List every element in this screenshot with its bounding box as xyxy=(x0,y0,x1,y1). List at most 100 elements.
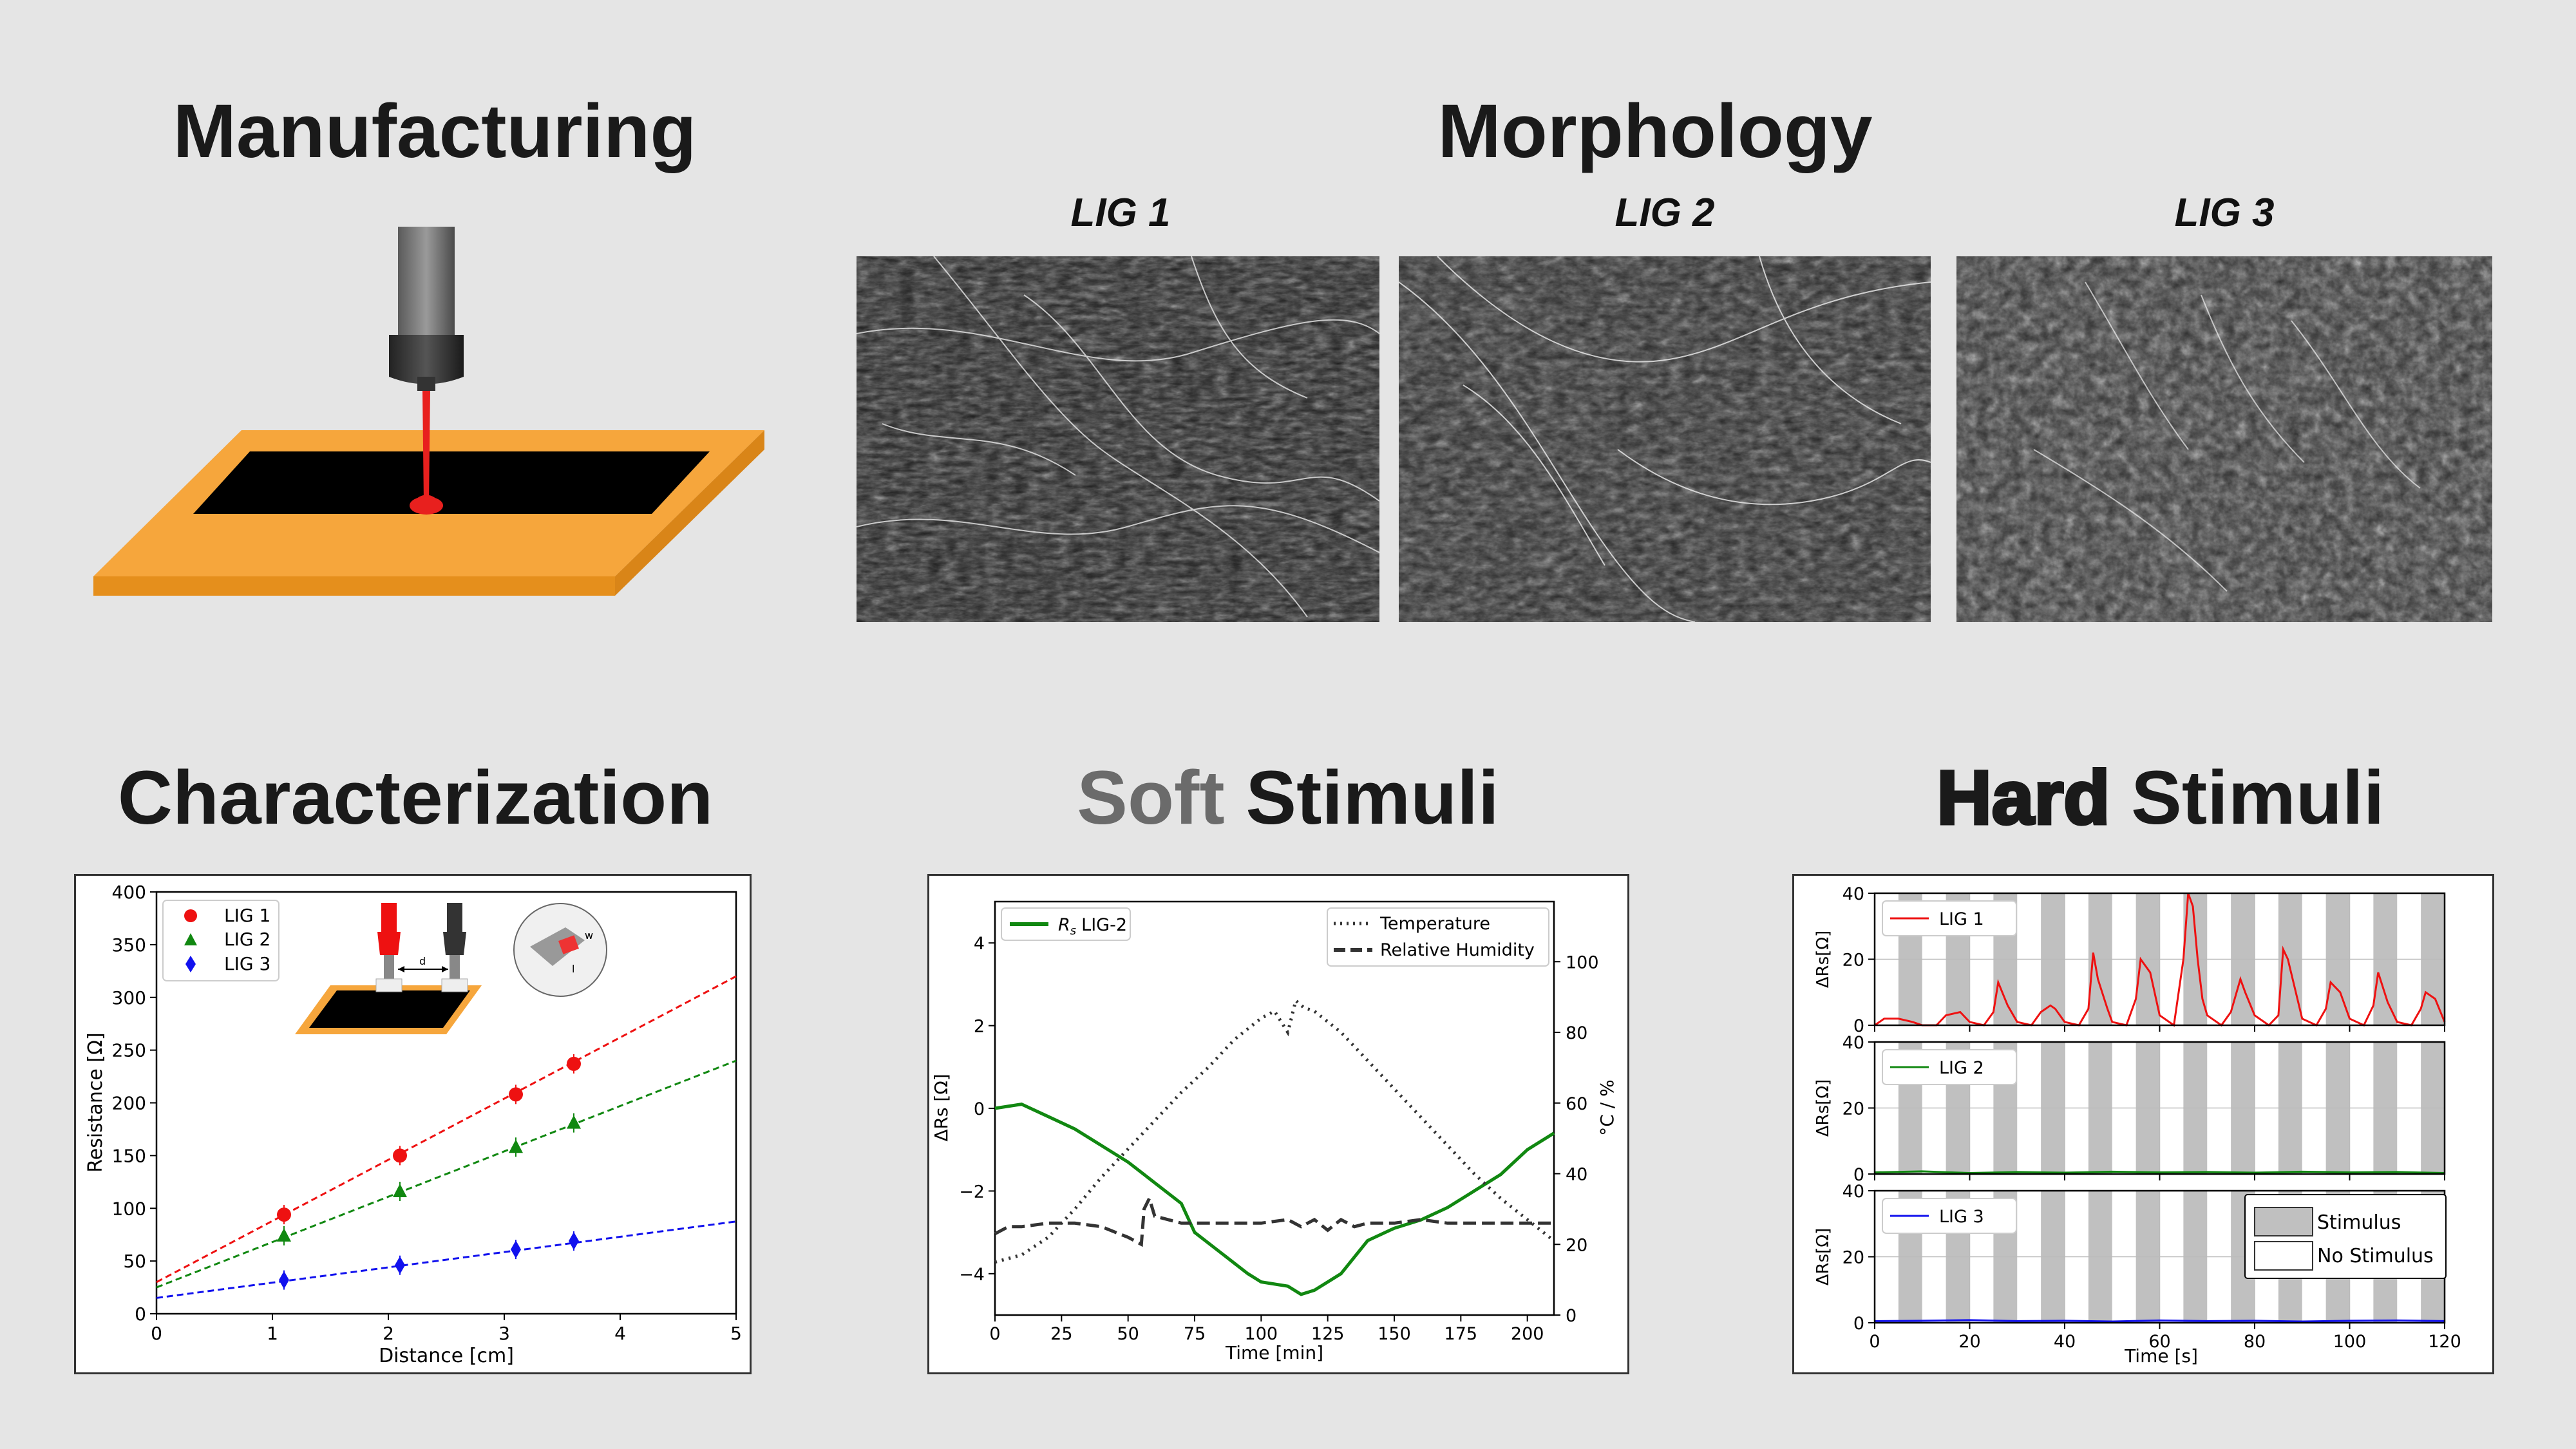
lig-pattern xyxy=(193,451,710,514)
hard-stimuli-title: Hard Stimuli xyxy=(1797,759,2524,838)
left-y-tick-label: 2 xyxy=(974,1017,985,1037)
sem-label-lig2: LIG 2 xyxy=(1615,191,1715,235)
x-tick-label: 125 xyxy=(1311,1324,1345,1344)
soft-stimuli-panel: 0 25 50 75 100 125 150 175 200 −4 −2 0 2 4 0 20 40 60 80 10… xyxy=(927,874,1629,1374)
x-tick-label: 25 xyxy=(1050,1324,1072,1344)
morphology-title: Morphology xyxy=(1437,89,1873,174)
legend-marker-lig1 xyxy=(184,909,197,922)
x-tick-label: 20 xyxy=(1958,1332,1980,1352)
sem-image-lig2 xyxy=(1399,256,1931,622)
x-tick-label: 3 xyxy=(498,1323,510,1344)
y-axis-label: ΔRs[Ω] xyxy=(1814,931,1833,989)
x-tick-label: 150 xyxy=(1378,1324,1411,1344)
left-legend: Rs LIG-2 xyxy=(1001,907,1131,941)
x-tick-label: 2 xyxy=(383,1323,394,1344)
y-tick-label: 0 xyxy=(1853,1016,1864,1036)
y-axis-label: ΔRs[Ω] xyxy=(1814,1079,1833,1137)
y-tick-label: 250 xyxy=(112,1040,146,1061)
right-legend: Temperature Relative Humidity xyxy=(1327,907,1549,967)
hard-stimuli-panel: 0 20 40 LIG 1 ΔRs[Ω] 0 20 40 LIG 2 ΔRs[Ω] 0 20 40 LIG… xyxy=(1792,874,2494,1374)
x-axis-label: Time [s] xyxy=(2124,1345,2198,1367)
y-axis-label: ΔRs[Ω] xyxy=(1814,1228,1833,1286)
x-tick-label: 1 xyxy=(267,1323,278,1344)
right-y-tick-label: 20 xyxy=(1566,1235,1587,1255)
fit-line-lig3 xyxy=(156,1220,737,1299)
x-tick-label: 0 xyxy=(151,1323,162,1344)
y-tick-label: 300 xyxy=(112,987,146,1009)
y-tick-label: 0 xyxy=(1853,1165,1864,1185)
sem-image-lig1 xyxy=(857,256,1379,622)
fit-line-lig1 xyxy=(156,975,737,1283)
x-tick-label: 200 xyxy=(1511,1324,1544,1344)
plot-frame xyxy=(1873,892,2446,1027)
legend-label: LIG 3 xyxy=(1939,1207,1984,1227)
soft-stimuli-title: Soft Stimuli xyxy=(927,760,1649,836)
right-y-tick-label: 60 xyxy=(1566,1094,1587,1114)
laser-nozzle xyxy=(398,227,455,335)
soft-stimuli-chart: 0 25 50 75 100 125 150 175 200−4−202402040608010… xyxy=(931,900,1618,1363)
subplot-lig1: 0 20 40 LIG 1 ΔRs[Ω] xyxy=(1814,884,2446,1036)
y-tick-label: 40 xyxy=(1842,884,1864,904)
legend-label-lig3: LIG 3 xyxy=(224,953,270,974)
soft-stimuli-word: Stimuli xyxy=(1245,755,1499,840)
series-relative-humidity xyxy=(994,1194,1554,1247)
left-y-axis-label: ΔRs [Ω] xyxy=(931,1074,952,1141)
series-line xyxy=(1874,893,2446,1027)
chart-legend: LIG 1 LIG 2 LIG 3 xyxy=(162,900,279,981)
y-tick-label: 0 xyxy=(135,1303,146,1325)
x-tick-label: 120 xyxy=(2428,1332,2461,1352)
y-tick-label: 400 xyxy=(112,882,146,903)
series-temperature xyxy=(994,997,1555,1264)
stimulus-legend: Stimulus No Stimulus xyxy=(2244,1194,2447,1279)
x-tick-label: 75 xyxy=(1184,1324,1206,1344)
x-tick-label: 4 xyxy=(614,1323,626,1344)
legend-label-lig1: LIG 1 xyxy=(224,905,270,926)
y-tick-label: 350 xyxy=(112,934,146,956)
sem-label-lig3: LIG 3 xyxy=(2174,191,2275,235)
hard-stimuli-word: Stimuli xyxy=(2131,755,2385,840)
x-axis-label: Time [min] xyxy=(1225,1342,1323,1363)
right-y-tick-label: 80 xyxy=(1566,1023,1587,1043)
y-tick-label: 20 xyxy=(1842,951,1864,971)
x-tick-label: 100 xyxy=(2333,1332,2367,1352)
y-tick-label: 20 xyxy=(1842,1248,1864,1268)
x-tick-label: 60 xyxy=(2148,1332,2170,1352)
x-tick-label: 80 xyxy=(2244,1332,2266,1352)
manufacturing-title: Manufacturing xyxy=(173,89,697,174)
left-y-tick-label: 0 xyxy=(974,1099,985,1119)
x-tick-label: 0 xyxy=(1869,1332,1880,1352)
x-tick-label: 0 xyxy=(989,1324,1000,1344)
y-tick-label: 50 xyxy=(123,1251,146,1272)
right-y-tick-label: 100 xyxy=(1566,952,1599,972)
left-y-tick-label: −4 xyxy=(959,1265,985,1285)
characterization-title: Characterization xyxy=(117,755,714,840)
x-tick-label: 5 xyxy=(730,1323,742,1344)
plot-frame xyxy=(1873,1041,2446,1175)
hard-stimuli-chart: 0 20 40 LIG 1 ΔRs[Ω] 0 20 40 LIG 2 ΔRs[Ω] 0 20 40 LIG… xyxy=(1814,884,2461,1367)
x-tick-label: 175 xyxy=(1444,1324,1478,1344)
right-y-axis-label: °C / % xyxy=(1596,1079,1618,1135)
left-y-tick-label: −2 xyxy=(959,1182,985,1202)
legend-rs-symbol: R xyxy=(1058,915,1070,935)
y-tick-label: 0 xyxy=(1853,1314,1864,1334)
legend-marker-lig2 xyxy=(184,933,197,945)
x-tick-label: 100 xyxy=(1245,1324,1278,1344)
four-point-probe-inset: d w l xyxy=(295,903,607,1034)
legend-label: LIG 1 xyxy=(1939,909,1984,929)
fit-line-lig2 xyxy=(156,1059,737,1289)
legend-box xyxy=(1882,1049,2017,1085)
x-tick-label: 40 xyxy=(2054,1332,2076,1352)
y-tick-label: 150 xyxy=(112,1145,146,1166)
inset-length-label: l xyxy=(572,963,574,975)
y-axis-label: Resistance [Ω] xyxy=(84,1032,107,1173)
y-tick-label: 200 xyxy=(112,1093,146,1114)
soft-word: Soft xyxy=(1077,755,1225,840)
y-tick-label: 40 xyxy=(1842,1182,1864,1202)
laser-manufacturing-illustration xyxy=(93,227,764,596)
hard-word: Hard xyxy=(1935,755,2112,840)
legend-marker-lig3 xyxy=(185,956,196,972)
legend-rs-label: LIG-2 xyxy=(1081,915,1127,935)
legend-box xyxy=(1882,900,2017,936)
